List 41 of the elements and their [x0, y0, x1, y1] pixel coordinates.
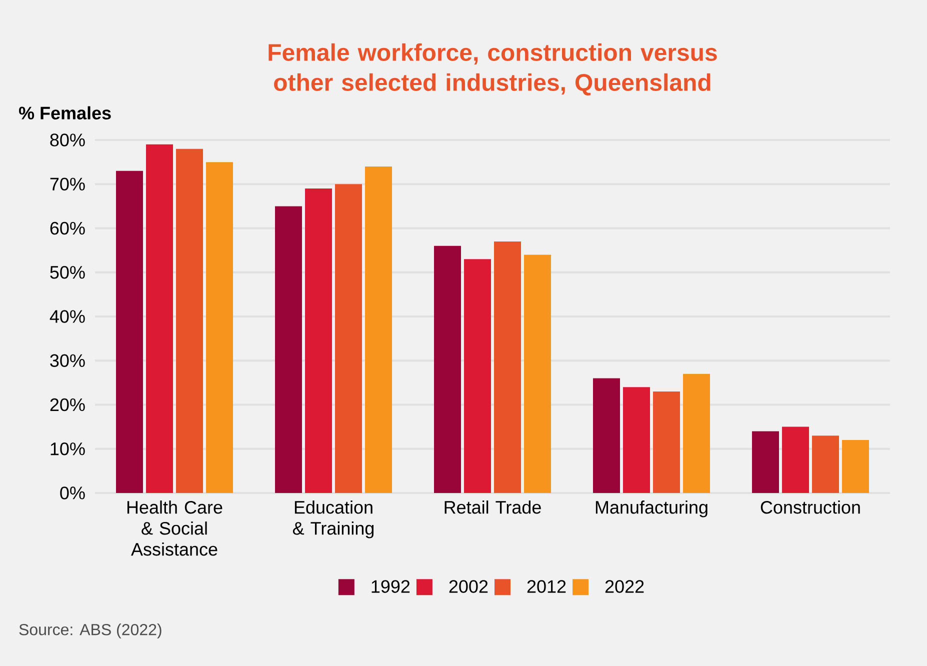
y-tick-label: 40%	[50, 310, 85, 323]
y-tick-label: 70%	[50, 178, 85, 190]
legend-label: 2002	[449, 580, 488, 593]
bar	[782, 426, 809, 493]
y-tick-label: 0%	[60, 486, 85, 500]
bar	[176, 148, 204, 493]
bar	[434, 246, 461, 493]
legend-label: 2022	[605, 580, 644, 593]
bar	[593, 378, 620, 493]
bar	[683, 374, 710, 493]
bar	[305, 188, 332, 493]
bar	[494, 241, 521, 493]
x-tick-label: Construction	[760, 500, 860, 514]
bar	[752, 431, 779, 493]
bar	[653, 392, 680, 493]
bar	[623, 387, 650, 493]
bar	[116, 170, 144, 493]
bar	[812, 436, 839, 493]
bar	[464, 259, 491, 493]
x-tick-label: Retail Trade	[444, 500, 541, 514]
bar	[524, 254, 551, 493]
y-tick-label: 30%	[50, 354, 85, 367]
bar	[365, 166, 392, 493]
y-axis-title: % Females	[18, 106, 111, 120]
source-note: Source: ABS (2022)	[19, 624, 162, 638]
bar	[275, 206, 302, 493]
x-tick-label: Manufacturing	[596, 500, 708, 518]
y-tick-label: 20%	[50, 398, 85, 412]
x-tick-label: Education & Training	[292, 500, 374, 538]
y-tick-label: 50%	[50, 266, 85, 279]
bar	[842, 440, 869, 493]
chart-title: Female workforce, construction versus other selected industries, Queensland	[268, 43, 717, 96]
legend-label: 1992	[372, 580, 410, 593]
y-tick-label: 10%	[50, 442, 85, 456]
y-tick-label: 60%	[50, 222, 85, 235]
bar	[335, 184, 362, 493]
legend-label: 2012	[527, 580, 566, 593]
y-tick-label: 80%	[50, 134, 85, 146]
x-tick-label: Health Care & Social Assistance	[127, 500, 222, 556]
bar	[146, 144, 173, 493]
bar	[206, 162, 234, 493]
